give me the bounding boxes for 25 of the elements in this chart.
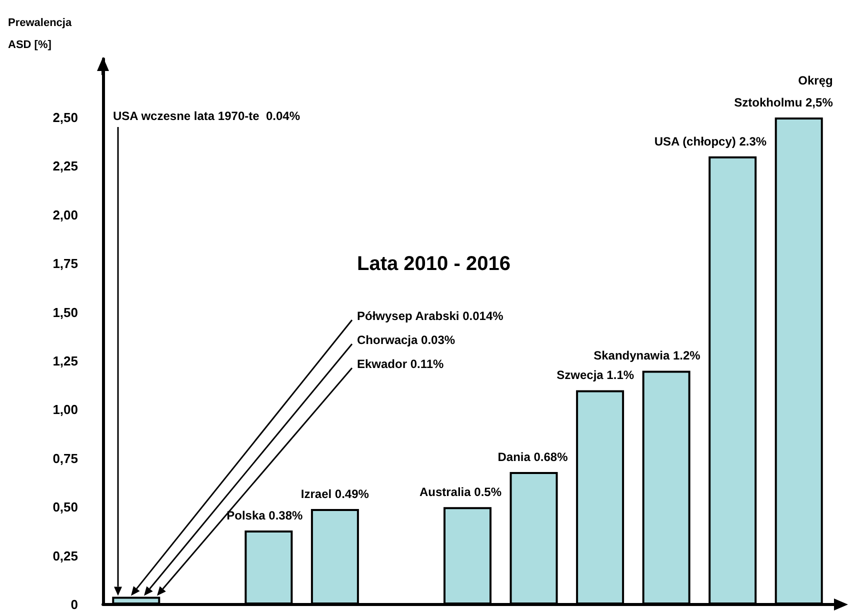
y-tick-label: 2,25 (52, 158, 78, 174)
y-tick-label: 1,75 (52, 256, 78, 272)
annotation: USA wczesne lata 1970-te 0.04% (113, 109, 300, 123)
y-tick-label: 0,75 (52, 450, 78, 466)
data-label: USA (chłopcy) 2.3% (654, 134, 767, 148)
data-label: Skandynawia 1.2% (594, 348, 701, 363)
y-tick-label: 1,25 (52, 353, 78, 368)
data-label: Izrael 0.49% (300, 487, 370, 502)
y-tick-label: 2,50 (52, 110, 78, 125)
y-tick-label: 0 (70, 597, 78, 611)
y-tick-label: 2,00 (52, 207, 78, 222)
annotation: Chorwacja 0.03% (357, 333, 456, 347)
data-label: Okręg Sztokholmu 2,5% (734, 73, 834, 110)
data-label: Dania 0.68% (498, 450, 568, 464)
annotation: Ekwador 0.11% (357, 357, 444, 371)
y-axis-title: Prewalencja ASD [%] (8, 17, 72, 51)
y-tick-label: 1,00 (52, 402, 78, 418)
data-label: Polska 0.38% (226, 508, 303, 522)
data-label: Australia 0.5% (419, 485, 502, 500)
y-tick-label: 0,50 (52, 500, 78, 515)
y-tick-label: 0,25 (52, 548, 78, 564)
data-label: Szwecja 1.1% (556, 368, 634, 382)
annotation: Półwysep Arabski 0.014% (357, 309, 504, 323)
y-tick-label: 1,50 (52, 304, 78, 320)
text: Lata 2010 - 2016 (357, 253, 510, 275)
